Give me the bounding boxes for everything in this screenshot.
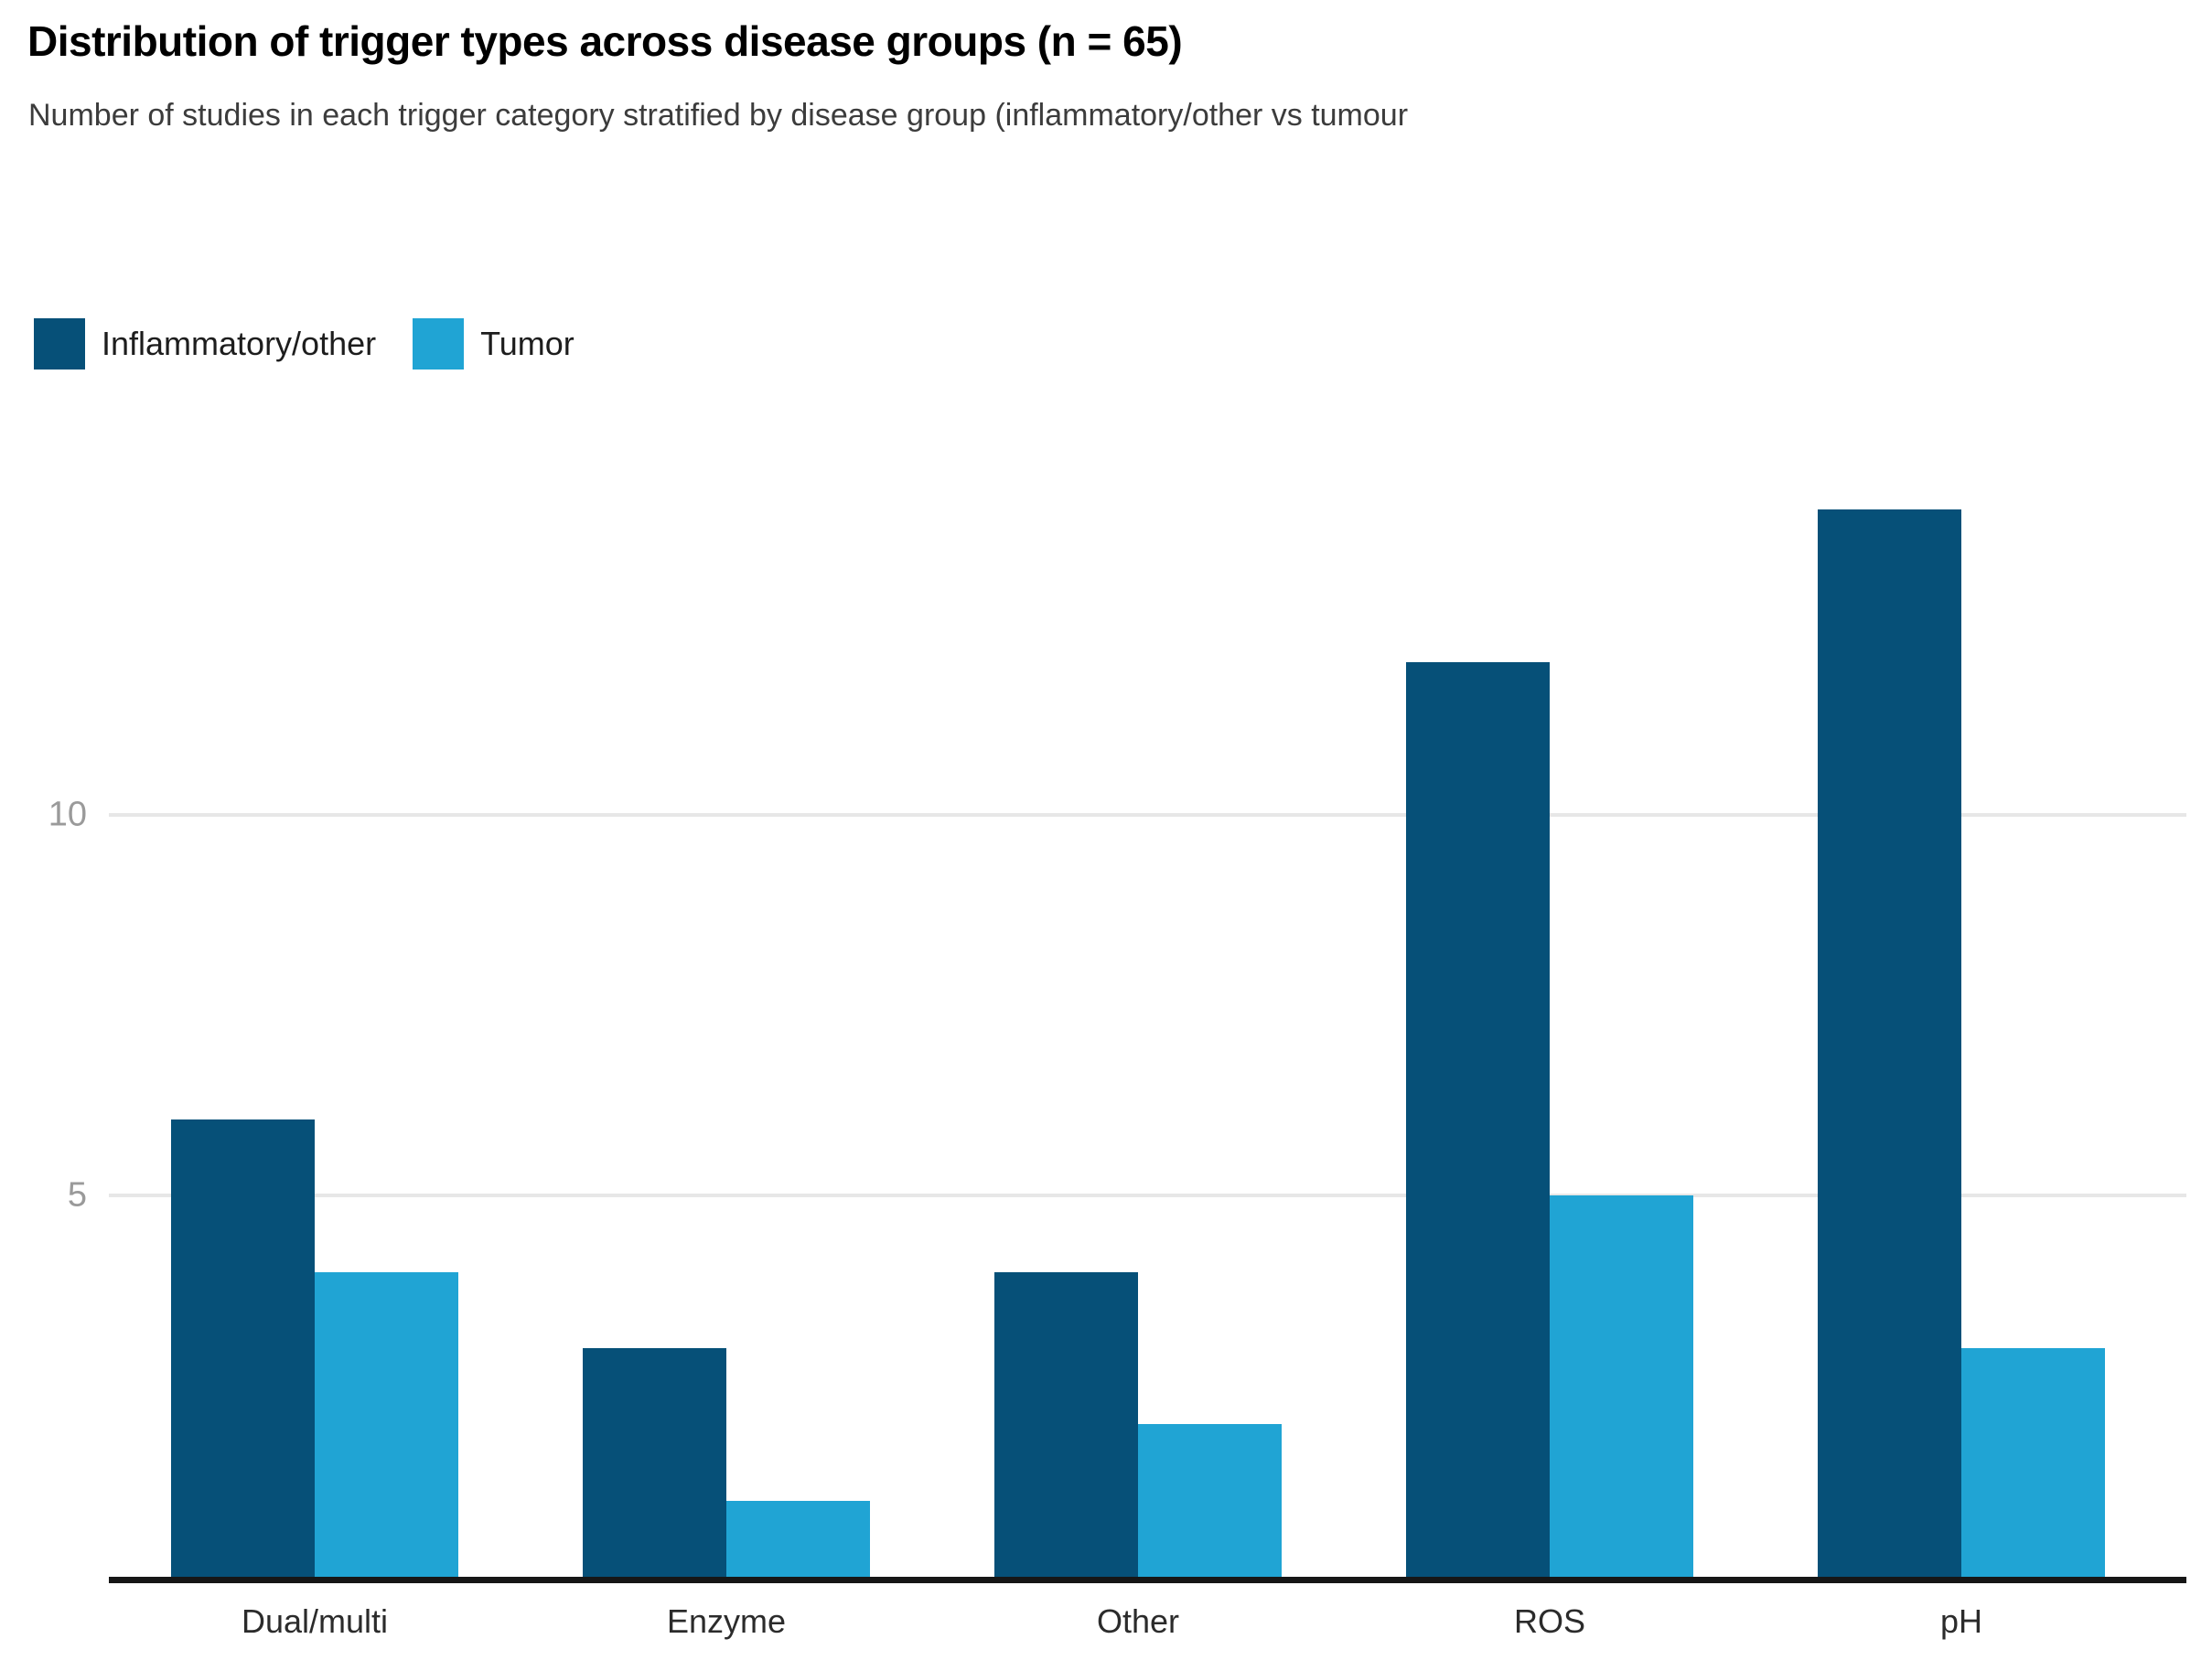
bar-ph-tumor [1961, 1348, 2105, 1577]
x-axis-label-other: Other [1096, 1602, 1180, 1640]
chart-title: Distribution of trigger types across dis… [27, 17, 1183, 65]
legend-swatch-tumor [413, 318, 465, 370]
y-tick-label-5: 5 [67, 1175, 87, 1215]
x-axis-label-ros: ROS [1513, 1602, 1586, 1640]
gridline-10 [109, 812, 2186, 817]
x-axis-line [109, 1577, 2186, 1583]
bar-dual-multi-tumor [315, 1272, 458, 1577]
legend-label-inflammatory-other: Inflammatory/other [102, 325, 377, 362]
x-axis-label-enzyme: Enzyme [666, 1602, 787, 1640]
bar-other-tumor [1138, 1424, 1282, 1577]
bar-ros-inflammatory-other [1406, 662, 1550, 1577]
y-tick-label-10: 10 [48, 795, 87, 833]
bar-other-inflammatory-other [994, 1272, 1138, 1577]
bar-ph-inflammatory-other [1818, 509, 1961, 1577]
chart-subtitle: Number of studies in each trigger catego… [28, 98, 1409, 133]
bar-enzyme-inflammatory-other [583, 1348, 726, 1577]
bar-ros-tumor [1550, 1195, 1693, 1577]
gridline-5 [109, 1194, 2186, 1198]
legend-item-inflammatory-other: Inflammatory/other [34, 318, 376, 370]
bar-dual-multi-inflammatory-other [171, 1119, 315, 1577]
legend-item-tumor: Tumor [413, 318, 574, 370]
x-axis-label-ph: pH [1939, 1602, 1983, 1640]
bar-enzyme-tumor [726, 1501, 870, 1577]
legend-swatch-inflammatory-other [34, 318, 85, 370]
legend: Inflammatory/other Tumor [34, 318, 574, 370]
legend-label-tumor: Tumor [480, 325, 574, 362]
x-axis-label-dual-multi: Dual/multi [241, 1602, 389, 1640]
